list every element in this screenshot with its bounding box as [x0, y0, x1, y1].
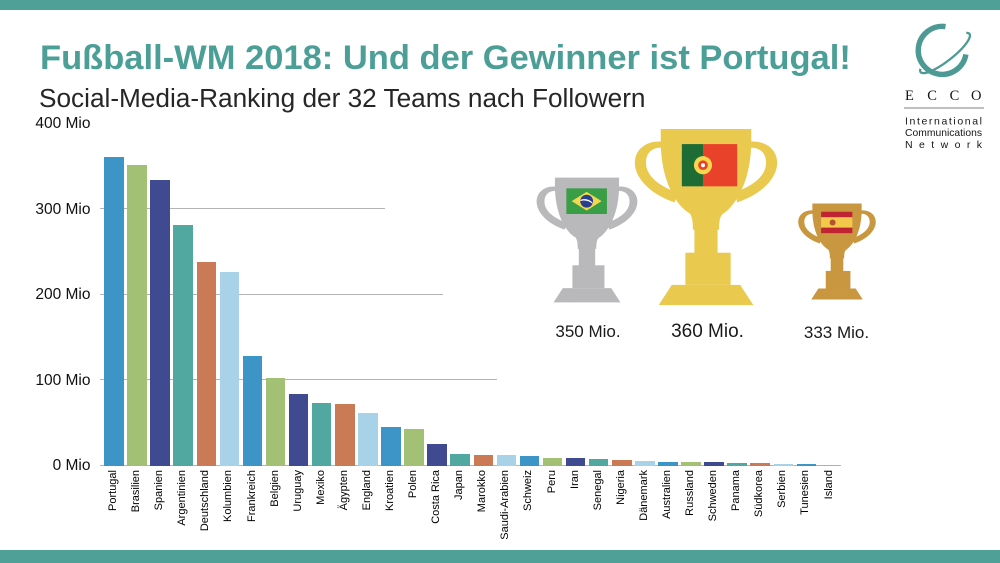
svg-text:C: C: [927, 88, 937, 104]
svg-text:Network: Network: [905, 139, 983, 151]
svg-text:C: C: [950, 88, 960, 104]
svg-text:O: O: [971, 88, 981, 104]
svg-text:E: E: [905, 88, 914, 104]
svg-text:Communications: Communications: [905, 127, 982, 139]
svg-text:International: International: [905, 115, 982, 127]
